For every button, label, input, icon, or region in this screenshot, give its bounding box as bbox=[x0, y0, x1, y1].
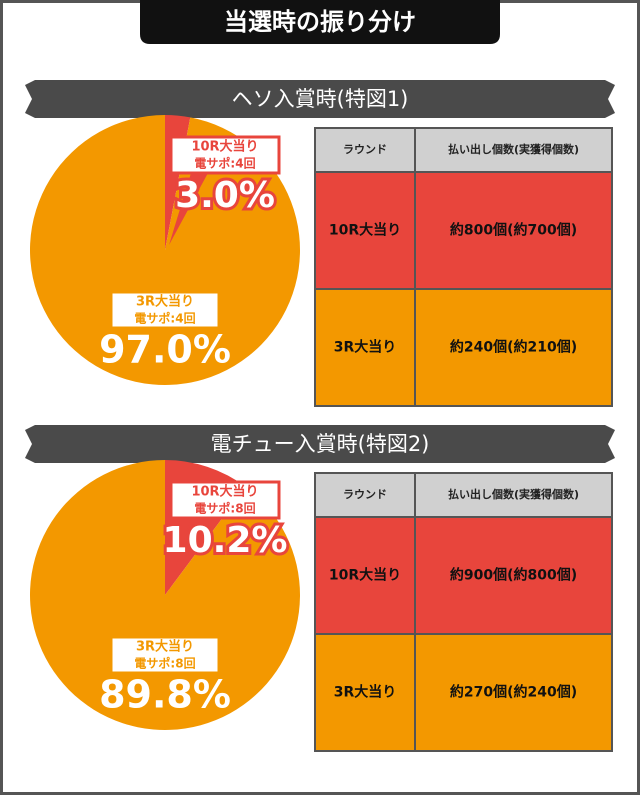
label-box bbox=[169, 480, 281, 520]
slice-note: 電サポ:8回 bbox=[194, 501, 255, 516]
table-cell: 10R大当り bbox=[329, 567, 401, 584]
slice-note: 電サポ:8回 bbox=[134, 656, 195, 671]
table-header: 払い出し個数(実獲得個数) bbox=[448, 487, 579, 501]
slice-label: 3R大当り bbox=[136, 294, 194, 310]
page-title: 当選時の振り分け bbox=[224, 8, 416, 36]
section-title: ヘソ入賞時(特図1) bbox=[232, 87, 409, 111]
table-cell: 3R大当り bbox=[334, 339, 397, 356]
label-box bbox=[169, 135, 281, 175]
label-pointer bbox=[169, 505, 215, 590]
table-cell: 10R大当り bbox=[329, 222, 401, 239]
table-row-bg bbox=[314, 288, 613, 407]
table-row-bg bbox=[314, 633, 613, 752]
table-cell: 約800個(約700個) bbox=[450, 222, 577, 239]
value-label: 97.0% bbox=[99, 328, 231, 372]
section-title: 電チュー入賞時(特図2) bbox=[211, 432, 430, 456]
value-label: 10.2% bbox=[163, 520, 288, 561]
table-cell: 3R大当り bbox=[334, 684, 397, 701]
title-tab bbox=[140, 0, 500, 44]
slice-note: 電サポ:4回 bbox=[134, 311, 195, 326]
slice-note: 電サポ:4回 bbox=[194, 156, 255, 171]
table-header: ラウンド bbox=[343, 143, 387, 156]
table-cell: 約240個(約210個) bbox=[450, 339, 577, 356]
pie-slice bbox=[30, 459, 301, 730]
section-banner bbox=[25, 80, 615, 118]
section-banner bbox=[25, 425, 615, 463]
pie-slice bbox=[29, 115, 301, 385]
slice-label: 3R大当り bbox=[136, 639, 194, 655]
value-label: 89.8% bbox=[99, 673, 231, 717]
table-header: 払い出し個数(実獲得個数) bbox=[448, 142, 579, 156]
slice-label: 10R大当り bbox=[191, 484, 258, 500]
table-cell: 約900個(約800個) bbox=[450, 567, 577, 584]
value-label: 3.0% bbox=[175, 175, 275, 216]
table-row-bg bbox=[314, 516, 613, 635]
label-box bbox=[109, 635, 221, 675]
label-box bbox=[109, 290, 221, 330]
table-header: ラウンド bbox=[343, 488, 387, 501]
table-header-bg bbox=[314, 472, 613, 518]
slice-label: 10R大当り bbox=[191, 139, 258, 155]
table-cell: 約270個(約240個) bbox=[450, 684, 577, 701]
label-pointer bbox=[169, 160, 215, 245]
